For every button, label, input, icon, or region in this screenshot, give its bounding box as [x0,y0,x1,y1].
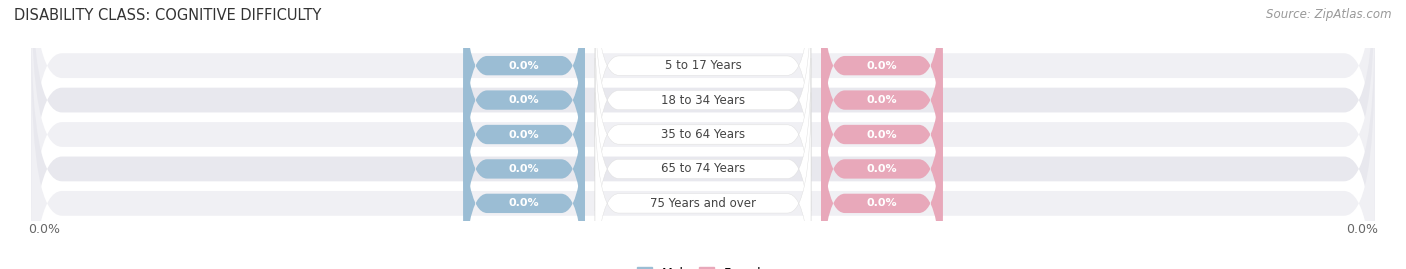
FancyBboxPatch shape [31,0,1375,208]
FancyBboxPatch shape [31,0,1375,243]
Text: 0.0%: 0.0% [509,129,540,140]
FancyBboxPatch shape [31,61,1375,269]
FancyBboxPatch shape [595,0,811,176]
FancyBboxPatch shape [821,24,942,245]
FancyBboxPatch shape [31,26,1375,269]
FancyBboxPatch shape [821,93,942,269]
FancyBboxPatch shape [595,58,811,269]
FancyBboxPatch shape [595,93,811,269]
Text: 0.0%: 0.0% [509,164,540,174]
FancyBboxPatch shape [464,93,585,269]
Text: 0.0%: 0.0% [866,164,897,174]
FancyBboxPatch shape [464,0,585,176]
Text: 65 to 74 Years: 65 to 74 Years [661,162,745,175]
Text: 18 to 34 Years: 18 to 34 Years [661,94,745,107]
Text: 0.0%: 0.0% [28,223,60,236]
Text: 35 to 64 Years: 35 to 64 Years [661,128,745,141]
Text: 0.0%: 0.0% [509,95,540,105]
Text: Source: ZipAtlas.com: Source: ZipAtlas.com [1267,8,1392,21]
FancyBboxPatch shape [821,58,942,269]
FancyBboxPatch shape [464,24,585,245]
Text: 0.0%: 0.0% [866,198,897,208]
Text: 0.0%: 0.0% [866,95,897,105]
Text: 5 to 17 Years: 5 to 17 Years [665,59,741,72]
Text: 0.0%: 0.0% [1346,223,1378,236]
FancyBboxPatch shape [464,0,585,211]
Text: 0.0%: 0.0% [866,129,897,140]
FancyBboxPatch shape [821,0,942,211]
Text: 0.0%: 0.0% [509,61,540,71]
FancyBboxPatch shape [31,0,1375,269]
FancyBboxPatch shape [595,0,811,211]
Text: 75 Years and over: 75 Years and over [650,197,756,210]
Text: DISABILITY CLASS: COGNITIVE DIFFICULTY: DISABILITY CLASS: COGNITIVE DIFFICULTY [14,8,322,23]
Legend: Male, Female: Male, Female [637,267,769,269]
FancyBboxPatch shape [821,0,942,176]
Text: 0.0%: 0.0% [866,61,897,71]
FancyBboxPatch shape [595,24,811,245]
Text: 0.0%: 0.0% [509,198,540,208]
FancyBboxPatch shape [464,58,585,269]
